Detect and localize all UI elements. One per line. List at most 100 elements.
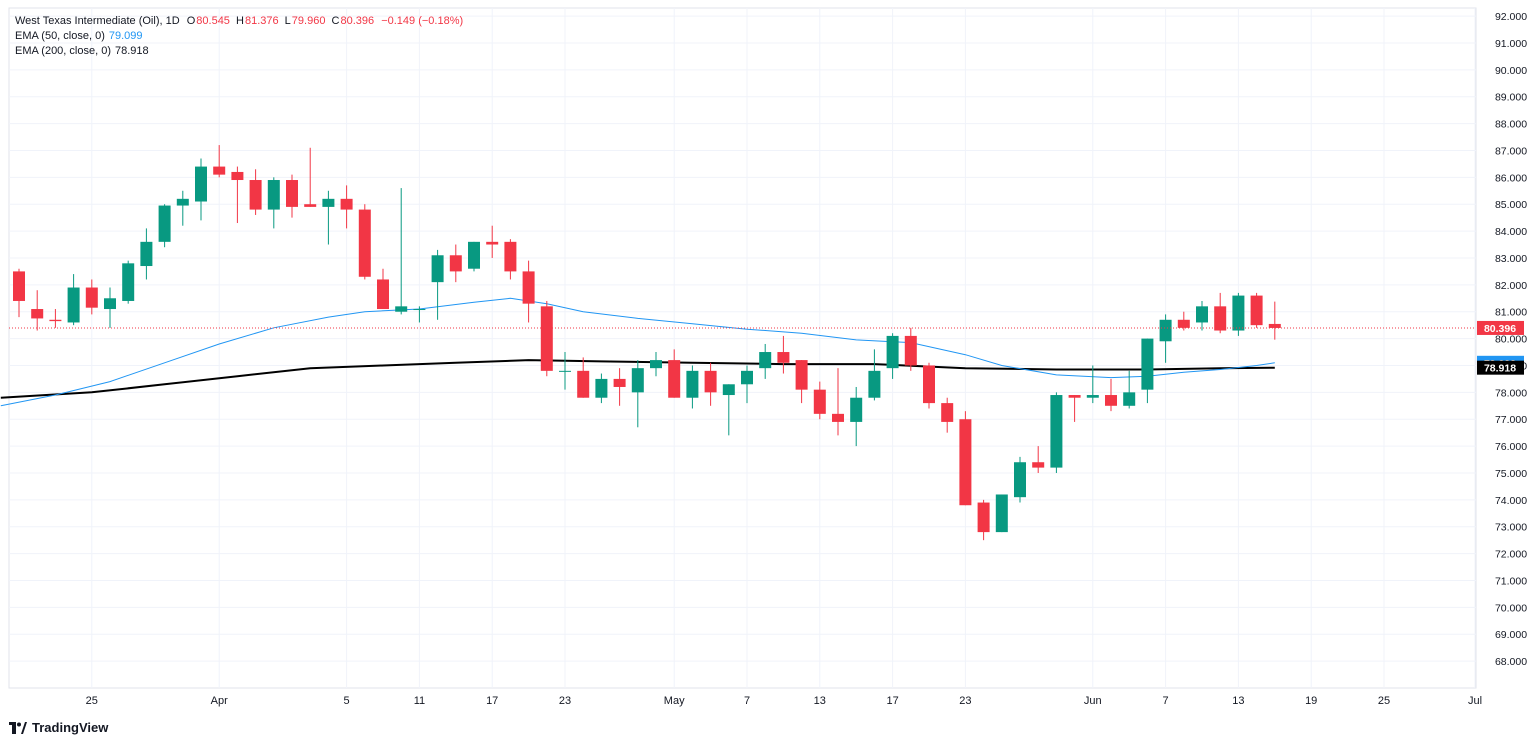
x-tick-label: 25 xyxy=(1378,695,1390,707)
candle-body xyxy=(613,378,626,387)
candle-body xyxy=(486,241,499,245)
candle-body xyxy=(504,241,517,272)
candle xyxy=(795,360,808,404)
x-tick-label: 13 xyxy=(814,695,826,707)
candle-body xyxy=(122,263,135,301)
candle-body xyxy=(358,209,371,277)
candle-body xyxy=(686,370,699,398)
candle xyxy=(904,327,917,371)
candle-body xyxy=(13,271,25,301)
candle-body xyxy=(158,205,171,242)
candle-body xyxy=(1250,295,1263,326)
y-tick-label: 89.000 xyxy=(1495,92,1527,104)
x-tick-label: 23 xyxy=(559,695,571,707)
price-badges: 80.39679.09978.918 xyxy=(1477,320,1524,375)
ema200-value: 78.918 xyxy=(115,45,149,57)
candle-body xyxy=(577,370,590,398)
candle-body xyxy=(1014,462,1026,498)
candle xyxy=(13,268,25,318)
y-tick-label: 73.000 xyxy=(1495,522,1527,534)
ema50-legend-row[interactable]: EMA (50, close, 0) 79.099 xyxy=(15,29,463,44)
candle-body xyxy=(31,309,44,319)
candle-body xyxy=(668,360,681,398)
grid-lines xyxy=(8,7,1477,689)
candle-body xyxy=(595,378,608,398)
candle-body xyxy=(741,370,753,385)
candles-layer xyxy=(13,145,1281,541)
candle xyxy=(923,362,935,409)
candle xyxy=(813,381,826,420)
high-label: H xyxy=(236,15,244,27)
ema200-legend-row[interactable]: EMA (200, close, 0) 78.918 xyxy=(15,44,463,59)
candle-body xyxy=(832,413,844,422)
candle xyxy=(959,411,972,506)
ema50-value: 79.099 xyxy=(108,30,143,42)
x-tick-label: 11 xyxy=(414,695,425,707)
candle xyxy=(1196,300,1208,331)
candle-body xyxy=(813,389,826,414)
y-tick-label: 87.000 xyxy=(1495,145,1527,157)
candle-body xyxy=(304,204,317,207)
candle-body xyxy=(1050,395,1063,468)
last-price-badge-bg xyxy=(1477,320,1524,335)
candle-body xyxy=(941,403,954,422)
candle xyxy=(468,241,480,272)
candle xyxy=(176,190,189,226)
candle-body xyxy=(431,255,444,283)
candle xyxy=(340,185,353,229)
ema200-badge-bg xyxy=(1477,360,1524,375)
candle-body xyxy=(468,241,480,269)
candle xyxy=(267,177,280,229)
candle-body xyxy=(959,419,972,506)
y-tick-label: 92.000 xyxy=(1495,11,1527,23)
y-tick-label: 69.000 xyxy=(1495,629,1527,641)
candle xyxy=(559,352,571,390)
time-axis[interactable]: 25Apr5111723May7131723Jun7131925Jul5 xyxy=(86,695,1536,707)
candle xyxy=(1159,314,1172,363)
candle xyxy=(49,309,62,328)
candle xyxy=(722,384,735,436)
plot-frame xyxy=(8,7,1477,689)
candle-body xyxy=(559,370,571,372)
candle xyxy=(395,188,408,315)
candle xyxy=(413,306,426,323)
y-tick-label: 83.000 xyxy=(1495,253,1527,265)
candle xyxy=(832,368,844,436)
last-price-badge: 80.396 xyxy=(1477,320,1524,335)
y-tick-label: 77.000 xyxy=(1495,414,1527,426)
candle xyxy=(67,274,80,326)
open-value: 80.545 xyxy=(196,15,230,27)
candle-body xyxy=(1196,306,1208,323)
y-tick-label: 91.000 xyxy=(1495,38,1527,50)
candle xyxy=(540,300,553,377)
candle-body xyxy=(85,287,98,308)
candle xyxy=(631,360,644,428)
candle-body xyxy=(886,335,899,369)
candle xyxy=(886,333,899,379)
open-label: O xyxy=(186,15,196,27)
candle xyxy=(322,190,335,245)
candle-body xyxy=(904,335,917,366)
candle xyxy=(1232,292,1245,336)
ema200-badge-text: 78.918 xyxy=(1484,363,1516,375)
candle xyxy=(1086,365,1099,404)
candle xyxy=(759,343,772,379)
candle xyxy=(977,499,990,541)
candle xyxy=(504,239,517,280)
candle-body xyxy=(1068,395,1081,398)
ema50-label: EMA (50, close, 0) xyxy=(15,30,105,42)
candle-body xyxy=(722,384,735,396)
tradingview-logo[interactable]: TradingView xyxy=(9,720,108,735)
y-tick-label: 75.000 xyxy=(1495,468,1527,480)
candle xyxy=(286,174,298,218)
candle xyxy=(358,204,371,280)
candle-body xyxy=(49,319,62,322)
candle xyxy=(668,349,681,398)
candle-body xyxy=(340,198,353,210)
candle xyxy=(231,166,244,224)
x-tick-label: 7 xyxy=(744,695,750,707)
candle-body xyxy=(1105,395,1117,406)
y-tick-label: 74.000 xyxy=(1495,495,1527,507)
price-axis[interactable]: 68.000 69.000 70.000 71.000 72.000 73.000 74.0… xyxy=(1495,11,1527,668)
